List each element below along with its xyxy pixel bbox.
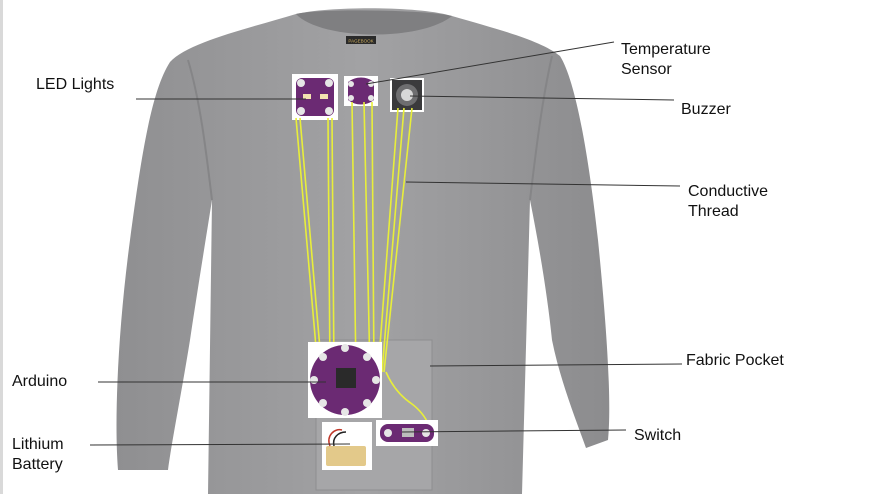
lithium-battery: [322, 422, 372, 470]
led-lights-board: [292, 74, 338, 120]
label-lithium-battery: Lithium Battery: [12, 436, 64, 473]
leader-lithium-battery: [89, 443, 351, 446]
leader-buzzer: [409, 95, 675, 101]
conductive-thread: [295, 101, 429, 425]
left-edge-border: [0, 0, 3, 494]
shirt-collar: [296, 10, 452, 35]
label-led-lights: LED Lights: [36, 76, 115, 93]
label-conductive-thread: Conductive Thread: [688, 183, 769, 220]
temperature-sensor-board: [344, 76, 378, 106]
sleeve-seam-right: [529, 55, 553, 201]
sleeve-seam-left: [187, 59, 213, 201]
leader-fabric-pocket: [429, 363, 683, 367]
leader-lines: [89, 41, 683, 446]
label-temperature-sensor: Temperature Sensor: [621, 41, 711, 78]
leader-conductive-thread: [405, 181, 681, 187]
switch-board: [376, 420, 438, 446]
label-arduino: Arduino: [12, 373, 68, 390]
long-sleeve-shirt: PAGEBOOK: [116, 8, 610, 494]
shirt-body: [116, 8, 610, 494]
leader-temperature-sensor: [365, 41, 615, 85]
leader-switch: [401, 429, 627, 433]
label-switch: Switch: [634, 427, 682, 444]
arduino-lilypad-board: [308, 342, 382, 418]
label-fabric-pocket: Fabric Pocket: [686, 352, 784, 369]
shirt-tag-text: PAGEBOOK: [348, 39, 373, 44]
buzzer-board: [390, 78, 424, 112]
shirt-tag: [346, 36, 376, 44]
label-buzzer: Buzzer: [681, 101, 731, 118]
